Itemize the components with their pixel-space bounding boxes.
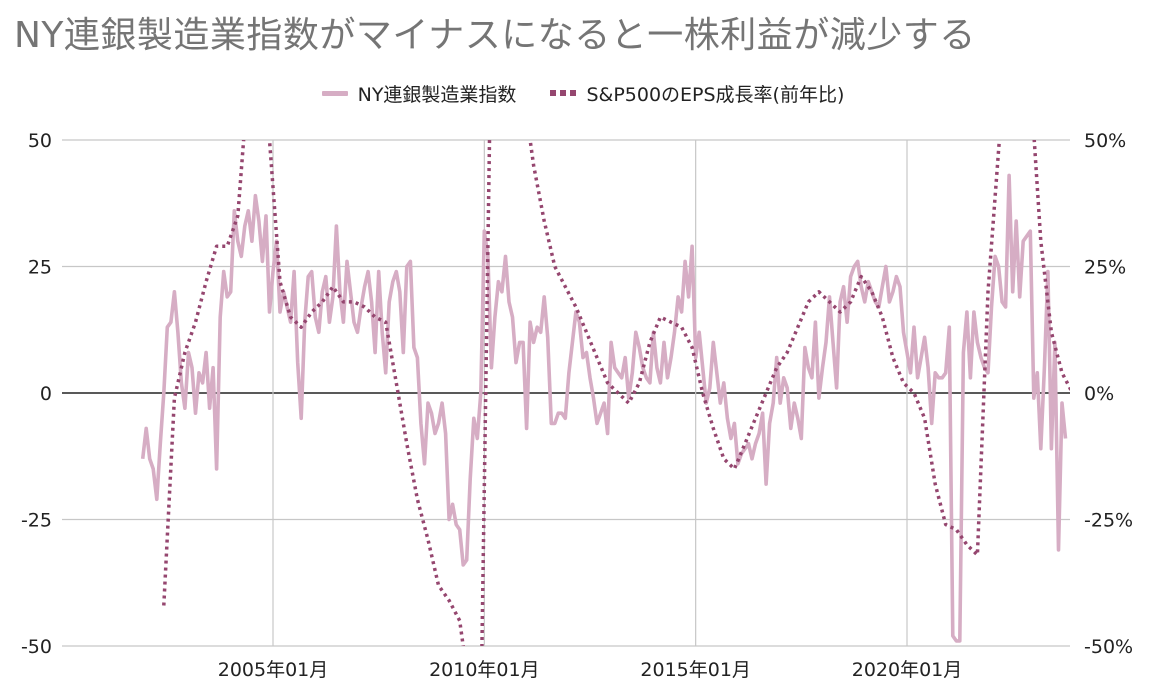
y-left-tick-label: 25 <box>28 257 52 279</box>
y-right-tick-label: -25% <box>1084 510 1133 532</box>
legend: NY連銀製造業指数 S&P500のEPS成長率(前年比) <box>0 80 1166 106</box>
x-tick-label: 2005年01月 <box>218 659 329 681</box>
x-tick-label: 2020年01月 <box>852 659 963 681</box>
y-right-tick-label: 0% <box>1084 383 1114 405</box>
x-tick-label: 2010年01月 <box>429 659 540 681</box>
y-left-tick-label: -50 <box>21 636 52 658</box>
y-right-tick-label: 50% <box>1084 130 1126 152</box>
chart-title: NY連銀製造業指数がマイナスになると一株利益が減少する <box>14 15 976 56</box>
y-left-tick-label: 50 <box>28 130 52 152</box>
y-left-tick-label: 0 <box>40 383 52 405</box>
legend-label-ny-index: NY連銀製造業指数 <box>357 83 517 106</box>
series-line-eps-growth <box>162 140 1070 646</box>
legend-label-eps-growth: S&P500のEPS成長率(前年比) <box>586 83 845 106</box>
legend-swatch-dotted <box>550 90 577 96</box>
legend-item-ny-index[interactable]: NY連銀製造業指数 <box>321 80 517 107</box>
legend-swatch-solid <box>321 90 348 96</box>
y-left-tick-label: -25 <box>21 510 52 532</box>
series-line-ny-index <box>140 173 1068 643</box>
x-tick-label: 2015年01月 <box>640 659 751 681</box>
y-right-tick-label: -50% <box>1084 636 1133 658</box>
legend-item-eps-growth[interactable]: S&P500のEPS成長率(前年比) <box>550 80 844 107</box>
y-right-tick-label: 25% <box>1084 257 1126 279</box>
